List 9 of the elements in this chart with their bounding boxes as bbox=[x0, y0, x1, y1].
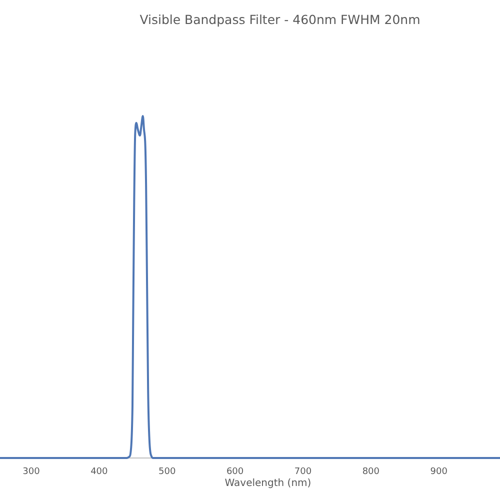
x-tick-label: 500 bbox=[158, 467, 176, 477]
x-axis-title: Wavelength (nm) bbox=[224, 478, 312, 489]
x-tick-label: 900 bbox=[430, 467, 448, 477]
x-tick-label: 600 bbox=[226, 467, 244, 477]
chart-title: Visible Bandpass Filter - 460nm FWHM 20nm bbox=[140, 12, 420, 27]
x-tick-label: 300 bbox=[22, 467, 40, 477]
x-tick-label: 800 bbox=[362, 467, 380, 477]
x-tick-label: 700 bbox=[294, 467, 312, 477]
x-tick-label: 400 bbox=[90, 467, 108, 477]
